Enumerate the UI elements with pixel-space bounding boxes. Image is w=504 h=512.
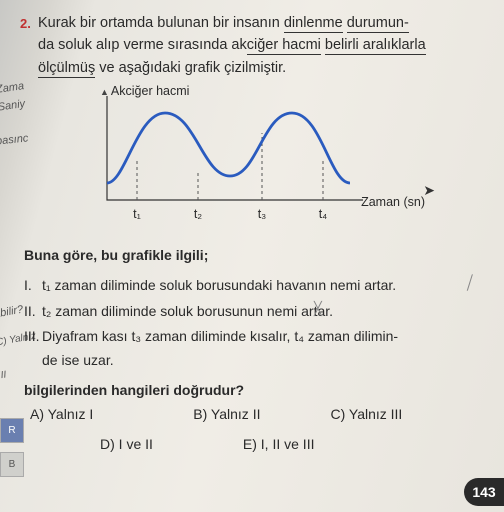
edge-text: basınc (0, 132, 29, 147)
y-axis-label: Akciğer hacmi (100, 84, 189, 98)
x-axis-label: Zaman (sn) (361, 195, 425, 209)
prompt-text: Buna göre, bu grafikle ilgili; (24, 244, 492, 268)
edge-text: Zama (0, 80, 25, 96)
chart-svg (95, 88, 395, 223)
statement-2: II. t₂ zaman diliminde soluk borusunun n… (24, 300, 492, 324)
pencil-mark: ╱ (464, 271, 476, 294)
statement-text: t₂ zaman diliminde soluk borusunun nemi … (42, 303, 333, 319)
pencil-mark: ╳ (314, 298, 322, 320)
question-block: 2. Kurak bir ortamda bulunan bir insanın… (38, 12, 494, 79)
statement-text: t₁ zaman diliminde soluk borusundaki hav… (42, 277, 396, 293)
option-e[interactable]: E) I, II ve III (243, 436, 315, 452)
question-text: ciğer hacmi (247, 37, 321, 55)
question-text: da soluk alıp verme sırasında ak (38, 37, 247, 53)
option-c[interactable]: C) Yalnız III (330, 406, 402, 422)
option-a[interactable]: A) Yalnız I (30, 406, 93, 422)
statement-text: de ise uzar. (42, 352, 114, 368)
index-tab: R (0, 418, 24, 443)
options-block: A) Yalnız I B) Yalnız II C) Yalnız III D… (30, 406, 484, 466)
question-text: ve aşağıdaki grafik çizilmiştir. (95, 60, 286, 76)
ask-text: bilgilerinden hangileri doğrudur? (24, 379, 492, 403)
option-b[interactable]: B) Yalnız II (193, 406, 260, 422)
option-d[interactable]: D) I ve II (100, 436, 153, 452)
edge-text: abilir? (0, 304, 24, 321)
question-text: belirli aralıklarla (325, 37, 426, 55)
tick-label: t₄ (319, 207, 328, 221)
question-text: dinlenme (284, 15, 343, 33)
tick-label: t₁ (133, 207, 141, 221)
roman-numeral: I. (24, 274, 32, 298)
statement-3: III. Diyafram kası t₃ zaman diliminde kı… (24, 325, 492, 373)
question-text: ölçülmüş (38, 60, 95, 78)
index-tab: B (0, 452, 24, 477)
page-number: 143 (464, 478, 504, 506)
statements-block: Buna göre, bu grafikle ilgili; I. t₁ zam… (24, 244, 492, 403)
tick-label: t₃ (258, 207, 267, 221)
edge-text: III (0, 369, 7, 381)
statement-text: Diyafram kası t₃ zaman diliminde kısalır… (42, 328, 398, 344)
question-text: durumun- (347, 15, 409, 33)
roman-numeral: II. (24, 300, 36, 324)
tick-label: t₂ (194, 207, 202, 221)
curve (107, 113, 350, 183)
question-number: 2. (20, 14, 31, 34)
question-text: Kurak bir ortamda bulunan bir insanın (38, 15, 284, 31)
lung-volume-chart: Akciğer hacmi ➤ Zaman (sn) t₁ t₂ t₃ t₄ (95, 88, 395, 223)
arrow-icon: ➤ (423, 182, 435, 199)
roman-numeral: III. (24, 325, 40, 349)
statement-1: I. t₁ zaman diliminde soluk borusundaki … (24, 274, 492, 298)
edge-text: (Saniy (0, 98, 26, 114)
